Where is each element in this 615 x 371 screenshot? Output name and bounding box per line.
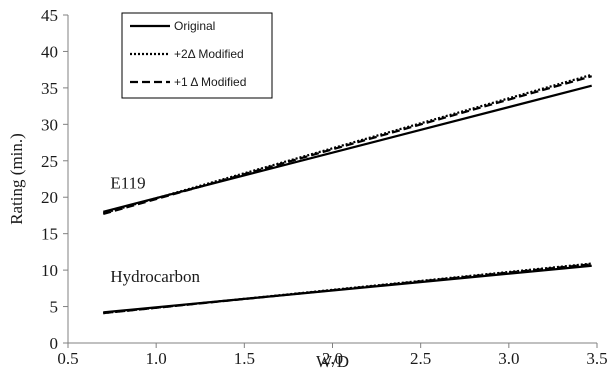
legend-label: +1 Δ Modified: [174, 75, 246, 89]
y-tick-label: 5: [50, 298, 59, 317]
y-tick-label: 10: [41, 261, 58, 280]
y-tick-label: 45: [41, 6, 58, 25]
y-axis-title: Rating (min.): [7, 133, 26, 225]
x-tick-label: 3.0: [498, 349, 519, 368]
y-tick-label: 25: [41, 152, 58, 171]
legend: Original +2Δ Modified +1 Δ Modified: [121, 12, 273, 99]
legend-box: [121, 12, 273, 99]
axes: 0.5 1.0 1.5 2.0 2.5 3.0 3.5 0 5 10 15 20 25 30 35 40 45: [41, 6, 608, 368]
legend-label: Original: [174, 19, 215, 33]
y-tick-label: 40: [41, 42, 58, 61]
annotations: E119 Hydrocarbon: [110, 173, 200, 285]
y-tick-label: 30: [41, 115, 58, 134]
legend-label: +2Δ Modified: [174, 47, 244, 61]
annotation-hydrocarbon: Hydrocarbon: [110, 267, 200, 286]
annotation-e119: E119: [110, 173, 145, 192]
series-layer: [102, 73, 593, 315]
x-axis-title: W/D: [316, 352, 349, 371]
x-tick-label: 2.5: [410, 349, 431, 368]
x-tick-label: 1.0: [146, 349, 167, 368]
y-tick-label: 0: [50, 334, 59, 353]
y-tick-label: 35: [41, 79, 58, 98]
y-tick-label: 15: [41, 225, 58, 244]
x-tick-label: 2.0: [322, 349, 343, 368]
x-tick-label: 1.5: [234, 349, 255, 368]
y-tick-label: 20: [41, 188, 58, 207]
series-line-e119-dashed: [102, 75, 593, 216]
x-tick-label: 3.5: [586, 349, 607, 368]
series-line-hydrocarbon-dashed: [103, 263, 592, 315]
x-tick-label: 0.5: [57, 349, 78, 368]
